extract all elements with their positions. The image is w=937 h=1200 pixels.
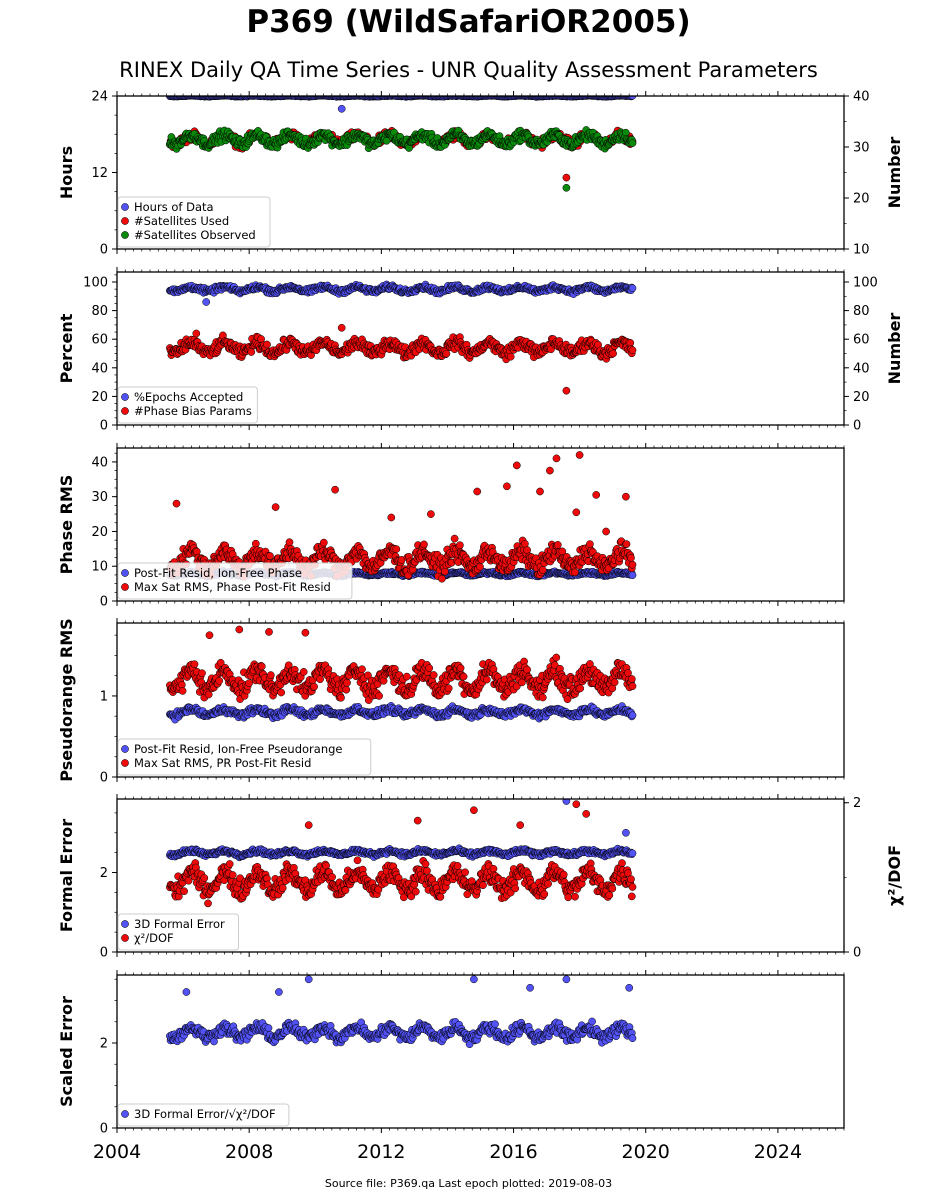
data-points [166, 96, 637, 192]
data-point [506, 352, 515, 361]
legend-label: %Epochs Accepted [134, 390, 243, 404]
legend-box [117, 196, 271, 248]
legend-marker [121, 407, 129, 415]
y-tick-label: 80 [91, 304, 108, 319]
y2-tick-label: 80 [853, 304, 870, 319]
data-point [628, 284, 637, 293]
data-point [427, 510, 435, 518]
y2-tick-label: 10 [853, 243, 870, 258]
data-point [628, 139, 637, 147]
data-point [622, 540, 631, 548]
y-tick-label: 20 [91, 390, 108, 405]
data-point [337, 323, 346, 332]
legend-marker [121, 203, 129, 211]
data-point [572, 508, 581, 517]
data-point [251, 539, 260, 548]
series-2 [166, 323, 637, 395]
data-point [247, 348, 256, 356]
y2-axis-label: Number [885, 137, 904, 209]
data-point [586, 540, 594, 548]
data-point [628, 571, 637, 580]
y-axis-label: Percent [57, 313, 76, 383]
y2-tick-label: 40 [853, 361, 870, 376]
data-point [387, 513, 396, 522]
data-point [442, 349, 451, 358]
data-point [552, 454, 561, 463]
data-point [622, 492, 630, 501]
data-point [441, 567, 449, 576]
data-point [271, 503, 280, 511]
legend: %Epochs Accepted#Phase Bias Params [117, 386, 258, 424]
legend-label: #Satellites Observed [134, 228, 256, 242]
data-point [602, 527, 610, 536]
data-point [628, 96, 637, 100]
y-tick-label: 0 [100, 243, 108, 258]
data-point [337, 104, 346, 113]
data-point [546, 466, 554, 475]
legend-marker [121, 231, 129, 239]
data-point [438, 574, 446, 583]
data-point [571, 568, 579, 577]
data-point [192, 329, 201, 338]
legend-marker [121, 393, 129, 401]
y2-axis-label: Number [885, 313, 904, 385]
data-point [628, 560, 637, 569]
data-point [266, 552, 274, 560]
y2-tick-label: 0 [853, 419, 861, 434]
data-point [331, 485, 339, 494]
legend-marker [121, 217, 129, 225]
y-tick-label: 40 [91, 361, 108, 376]
data-point [575, 451, 584, 459]
y-tick-label: 24 [91, 90, 108, 105]
data-point [202, 298, 211, 306]
y-axis-label: Hours [57, 146, 76, 199]
data-point [285, 538, 294, 547]
data-point [538, 566, 547, 574]
data-point [420, 540, 428, 549]
data-point [562, 183, 571, 192]
data-point [473, 487, 482, 496]
data-point [512, 461, 521, 470]
y2-tick-label: 40 [853, 90, 870, 105]
panel-2: 0 20 40 60 80 100 0 20 40 60 80 100 Percent Number %Ep… [57, 267, 904, 434]
series-1 [166, 96, 637, 113]
data-point [503, 482, 511, 491]
data-points [166, 280, 637, 395]
data-point [562, 173, 571, 182]
data-point [553, 541, 562, 549]
y2-tick-label: 100 [853, 276, 878, 291]
data-point [562, 386, 571, 395]
legend-label: #Phase Bias Params [134, 404, 252, 418]
y-tick-label: 60 [91, 333, 108, 348]
legend: Hours of Data#Satellites Used#Satellites… [117, 196, 271, 248]
data-point [476, 562, 484, 571]
data-point [172, 499, 181, 508]
data-point [263, 340, 271, 349]
legend-label: #Satellites Used [134, 214, 229, 228]
y2-tick-label: 30 [853, 141, 870, 156]
y-tick-label: 100 [83, 276, 108, 291]
data-point [628, 346, 637, 355]
chart-subtitle: RINEX Daily QA Time Series - UNR Quality… [119, 58, 818, 82]
series-1 [166, 280, 637, 306]
data-point [456, 541, 464, 550]
chart-title: P369 (WildSafariOR2005) [246, 4, 691, 40]
data-point [592, 491, 601, 499]
data-point [450, 534, 459, 543]
data-point [627, 554, 635, 562]
y-tick-label: 12 [91, 166, 108, 181]
y-tick-label: 0 [100, 419, 108, 434]
data-point [392, 545, 401, 553]
data-point [609, 349, 617, 358]
y2-tick-label: 60 [853, 333, 870, 348]
data-point [319, 538, 328, 547]
legend-label: Hours of Data [134, 200, 214, 214]
data-point [536, 487, 544, 496]
y2-tick-label: 20 [853, 192, 870, 207]
series-3 [166, 126, 637, 192]
y2-tick-label: 20 [853, 390, 870, 405]
